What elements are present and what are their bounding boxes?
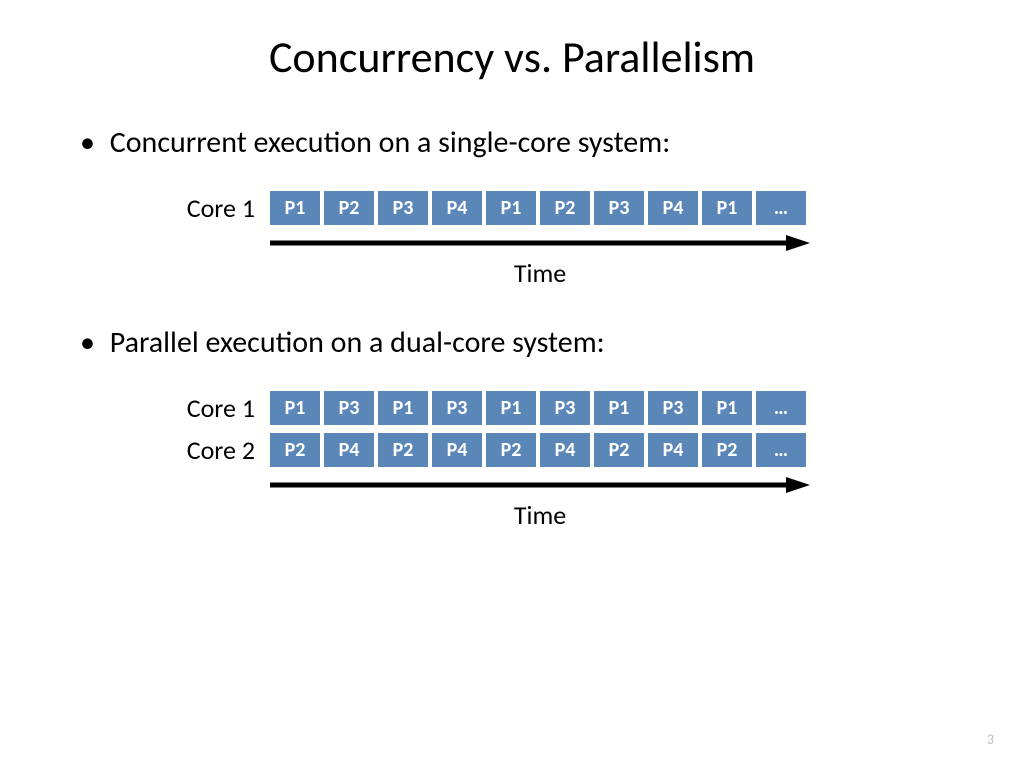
time-label: Time — [270, 257, 810, 289]
arrow-row — [270, 233, 964, 253]
arrow-row — [270, 475, 964, 495]
process-box: P2 — [324, 191, 374, 225]
process-box: P1 — [378, 391, 428, 425]
process-box: P3 — [594, 191, 644, 225]
core-label: Core 1 — [160, 192, 255, 224]
process-box: P4 — [432, 191, 482, 225]
process-box: P3 — [324, 391, 374, 425]
process-box: P1 — [702, 391, 752, 425]
process-box: P3 — [378, 191, 428, 225]
process-box: P1 — [594, 391, 644, 425]
process-box: P4 — [432, 433, 482, 467]
time-arrow-icon — [270, 233, 810, 253]
concurrent-diagram: Core 1 P1P2P3P4P1P2P3P4P1… Time — [160, 191, 964, 289]
process-box: P4 — [324, 433, 374, 467]
time-label: Time — [270, 499, 810, 531]
process-box: P2 — [270, 433, 320, 467]
bullet-parallel: Parallel execution on a dual-core system… — [80, 324, 964, 361]
concurrent-boxes: P1P2P3P4P1P2P3P4P1… — [270, 191, 806, 225]
process-box: P3 — [432, 391, 482, 425]
process-box: P2 — [540, 191, 590, 225]
process-box: P1 — [486, 191, 536, 225]
core-label: Core 1 — [160, 392, 255, 424]
core-label: Core 2 — [160, 434, 255, 466]
parallel-core2-row: Core 2 P2P4P2P4P2P4P2P4P2… — [160, 433, 964, 467]
process-box: P2 — [378, 433, 428, 467]
process-box: P1 — [270, 391, 320, 425]
process-box: P1 — [702, 191, 752, 225]
page-number: 3 — [987, 731, 994, 748]
process-box: P1 — [270, 191, 320, 225]
parallel-diagram: Core 1 P1P3P1P3P1P3P1P3P1… Core 2 P2P4P2… — [160, 391, 964, 531]
process-box: P3 — [648, 391, 698, 425]
process-box: P4 — [540, 433, 590, 467]
process-box: … — [756, 391, 806, 425]
slide-title: Concurrency vs. Parallelism — [60, 30, 964, 84]
process-box: P3 — [540, 391, 590, 425]
process-box: P4 — [648, 433, 698, 467]
parallel-core1-boxes: P1P3P1P3P1P3P1P3P1… — [270, 391, 806, 425]
concurrent-core-row: Core 1 P1P2P3P4P1P2P3P4P1… — [160, 191, 964, 225]
process-box: … — [756, 191, 806, 225]
time-arrow-icon — [270, 475, 810, 495]
process-box: P2 — [702, 433, 752, 467]
process-box: P1 — [486, 391, 536, 425]
parallel-core1-row: Core 1 P1P3P1P3P1P3P1P3P1… — [160, 391, 964, 425]
process-box: … — [756, 433, 806, 467]
process-box: P4 — [648, 191, 698, 225]
process-box: P2 — [594, 433, 644, 467]
parallel-core2-boxes: P2P4P2P4P2P4P2P4P2… — [270, 433, 806, 467]
process-box: P2 — [486, 433, 536, 467]
bullet-concurrent: Concurrent execution on a single-core sy… — [80, 124, 964, 161]
